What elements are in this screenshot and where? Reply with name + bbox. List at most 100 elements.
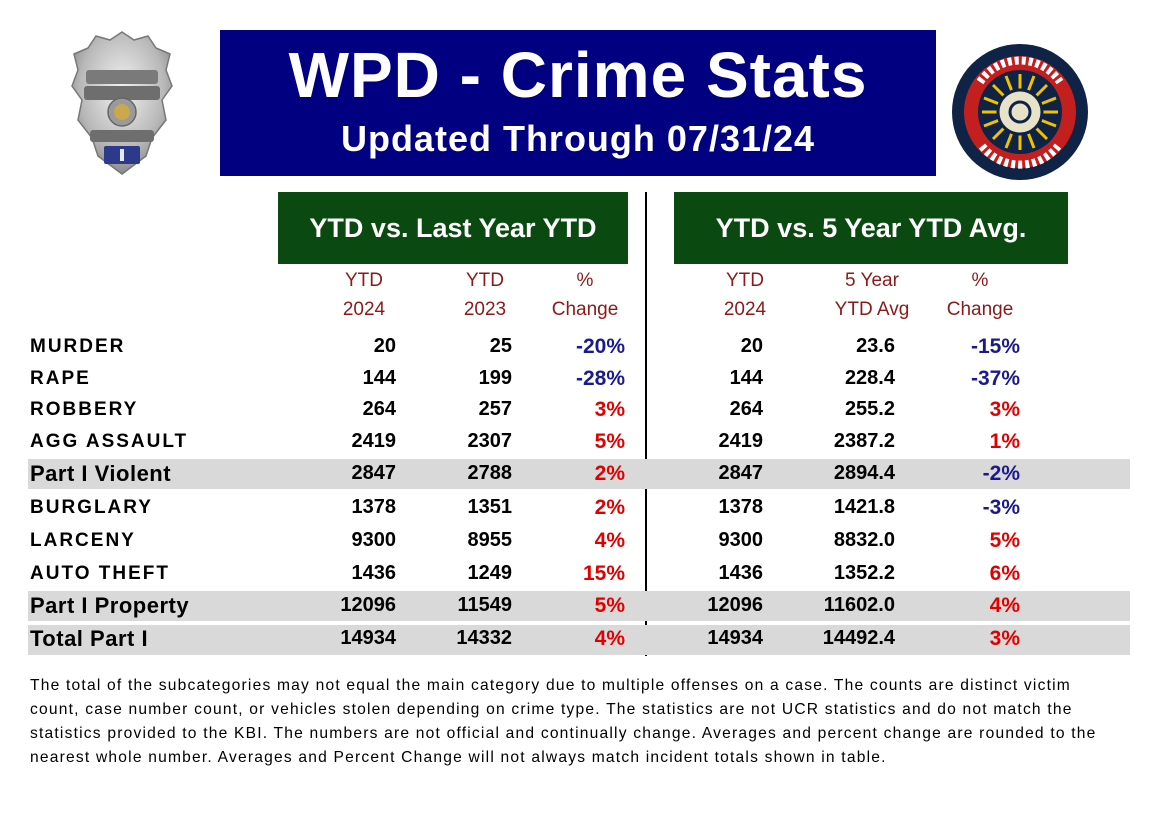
cell-ytd2023: 2307 <box>467 430 513 452</box>
cell-chg2: 4% <box>989 594 1020 617</box>
col-header-line: % <box>971 270 989 291</box>
cell-ytd2024b: 2419 <box>718 430 764 452</box>
cell-ytd2023: 8955 <box>467 529 513 551</box>
title-banner: WPD - Crime Stats Updated Through 07/31/… <box>220 30 936 176</box>
cell-ytd2023: 1351 <box>467 496 513 518</box>
cell-chg2: 6% <box>989 562 1020 585</box>
cell-chg2: 1% <box>989 430 1020 453</box>
table-row: LARCENY 9300 8955 4% 9300 8832.0 5% <box>0 526 1156 559</box>
cell-ytd2024b: 264 <box>729 398 763 420</box>
cell-avg5: 1421.8 <box>833 496 895 518</box>
table-row: MURDER 20 25 -20% 20 23.6 -15% <box>0 332 1156 365</box>
cell-chg1: 2% <box>594 496 625 519</box>
col-header-line: 2023 <box>463 299 507 320</box>
cell-ytd2023: 199 <box>478 367 512 389</box>
cell-ytd2023: 14332 <box>456 627 512 649</box>
cell-ytd2024: 2847 <box>351 462 397 484</box>
cell-chg1: 5% <box>594 430 625 453</box>
table-row: Part I Property 12096 11549 5% 12096 11602.0 4… <box>0 591 1156 624</box>
row-highlight <box>28 591 1130 621</box>
cell-ytd2023: 1249 <box>467 562 513 584</box>
cell-ytd2024: 20 <box>373 335 396 357</box>
col-header-ytd-2023: YTD 2023 <box>430 266 540 324</box>
cell-avg5: 228.4 <box>844 367 895 389</box>
cell-ytd2023: 257 <box>478 398 512 420</box>
cell-ytd2024b: 20 <box>740 335 763 357</box>
table-row: AUTO THEFT 1436 1249 15% 1436 1352.2 6% <box>0 559 1156 592</box>
table-row: ROBBERY 264 257 3% 264 255.2 3% <box>0 395 1156 428</box>
cell-ytd2024: 14934 <box>340 627 396 649</box>
row-highlight <box>28 459 1130 489</box>
table-row: Total Part I 14934 14332 4% 14934 14492.4 3% <box>0 624 1156 657</box>
page-subtitle: Updated Through 07/31/24 <box>340 118 816 159</box>
cell-chg2: 5% <box>989 529 1020 552</box>
cell-avg5: 23.6 <box>856 335 895 357</box>
cell-chg1: 4% <box>594 529 625 552</box>
row-label: MURDER <box>30 336 126 357</box>
cell-chg1: 5% <box>594 594 625 617</box>
table-row: BURGLARY 1378 1351 2% 1378 1421.8 -3% <box>0 493 1156 526</box>
cell-ytd2023: 25 <box>489 335 512 357</box>
cell-avg5: 255.2 <box>844 398 895 420</box>
cell-ytd2024b: 1378 <box>718 496 764 518</box>
footnote: The total of the subcategories may not e… <box>30 677 1097 766</box>
cell-ytd2024b: 1436 <box>718 562 764 584</box>
col-header-change-1: % Change <box>530 266 640 324</box>
section-header-5-year: YTD vs. 5 Year YTD Avg. <box>674 192 1068 264</box>
cell-chg2: 3% <box>989 398 1020 421</box>
cell-chg1: 4% <box>594 627 625 650</box>
col-header-line: YTD <box>726 270 764 291</box>
section-header-last-year: YTD vs. Last Year YTD <box>278 192 628 264</box>
col-header-line: 2024 <box>342 299 386 320</box>
col-header-change-2: % Change <box>925 266 1035 324</box>
cell-ytd2023: 2788 <box>467 462 513 484</box>
cell-chg1: 15% <box>582 562 625 585</box>
cell-avg5: 1352.2 <box>833 562 895 584</box>
row-label: BURGLARY <box>30 497 153 518</box>
cell-ytd2024: 144 <box>362 367 396 389</box>
col-header-line: % <box>576 270 594 291</box>
col-header-ytd-2024: YTD 2024 <box>309 266 419 324</box>
col-header-line: YTD <box>345 270 383 291</box>
police-seal-icon <box>950 42 1090 182</box>
table-row: RAPE 144 199 -28% 144 228.4 -37% <box>0 364 1156 397</box>
cell-chg2: -37% <box>970 367 1020 390</box>
cell-ytd2024: 12096 <box>340 594 396 616</box>
col-header-5yr-avg: 5 Year YTD Avg <box>817 266 927 324</box>
row-label: AUTO THEFT <box>30 563 170 584</box>
row-label: LARCENY <box>30 530 136 551</box>
cell-ytd2024: 1436 <box>351 562 397 584</box>
cell-chg1: -28% <box>575 367 625 390</box>
col-header-ytd-2024-b: YTD 2024 <box>690 266 800 324</box>
cell-ytd2024b: 9300 <box>718 529 764 551</box>
cell-avg5: 2387.2 <box>833 430 895 452</box>
row-label: Part I Property <box>30 593 190 618</box>
col-header-line: Change <box>551 299 619 320</box>
cell-ytd2024b: 14934 <box>707 627 763 649</box>
cell-ytd2024b: 2847 <box>718 462 764 484</box>
cell-chg1: 2% <box>594 462 625 485</box>
row-label: RAPE <box>30 368 91 389</box>
row-label: Part I Violent <box>30 461 172 486</box>
cell-ytd2024: 9300 <box>351 529 397 551</box>
col-header-line: Change <box>946 299 1014 320</box>
col-header-line: 5 Year <box>845 270 899 291</box>
cell-chg1: 3% <box>594 398 625 421</box>
column-divider <box>645 192 647 656</box>
col-header-line: 2024 <box>723 299 767 320</box>
cell-chg1: -20% <box>575 335 625 358</box>
table-row: Part I Violent 2847 2788 2% 2847 2894.4 -2% <box>0 459 1156 492</box>
police-badge-icon <box>68 28 176 178</box>
row-highlight <box>28 625 1130 655</box>
cell-ytd2024: 2419 <box>351 430 397 452</box>
table-row: AGG ASSAULT 2419 2307 5% 2419 2387.2 1% <box>0 427 1156 460</box>
cell-ytd2024b: 12096 <box>707 594 763 616</box>
cell-avg5: 14492.4 <box>822 627 895 649</box>
page-title: WPD - Crime Stats <box>288 39 868 111</box>
cell-avg5: 11602.0 <box>823 594 895 616</box>
col-header-line: YTD <box>466 270 504 291</box>
cell-chg2: -3% <box>982 496 1020 519</box>
cell-ytd2023: 11549 <box>457 594 512 616</box>
row-label: ROBBERY <box>30 399 139 420</box>
col-header-line: YTD Avg <box>834 299 910 320</box>
